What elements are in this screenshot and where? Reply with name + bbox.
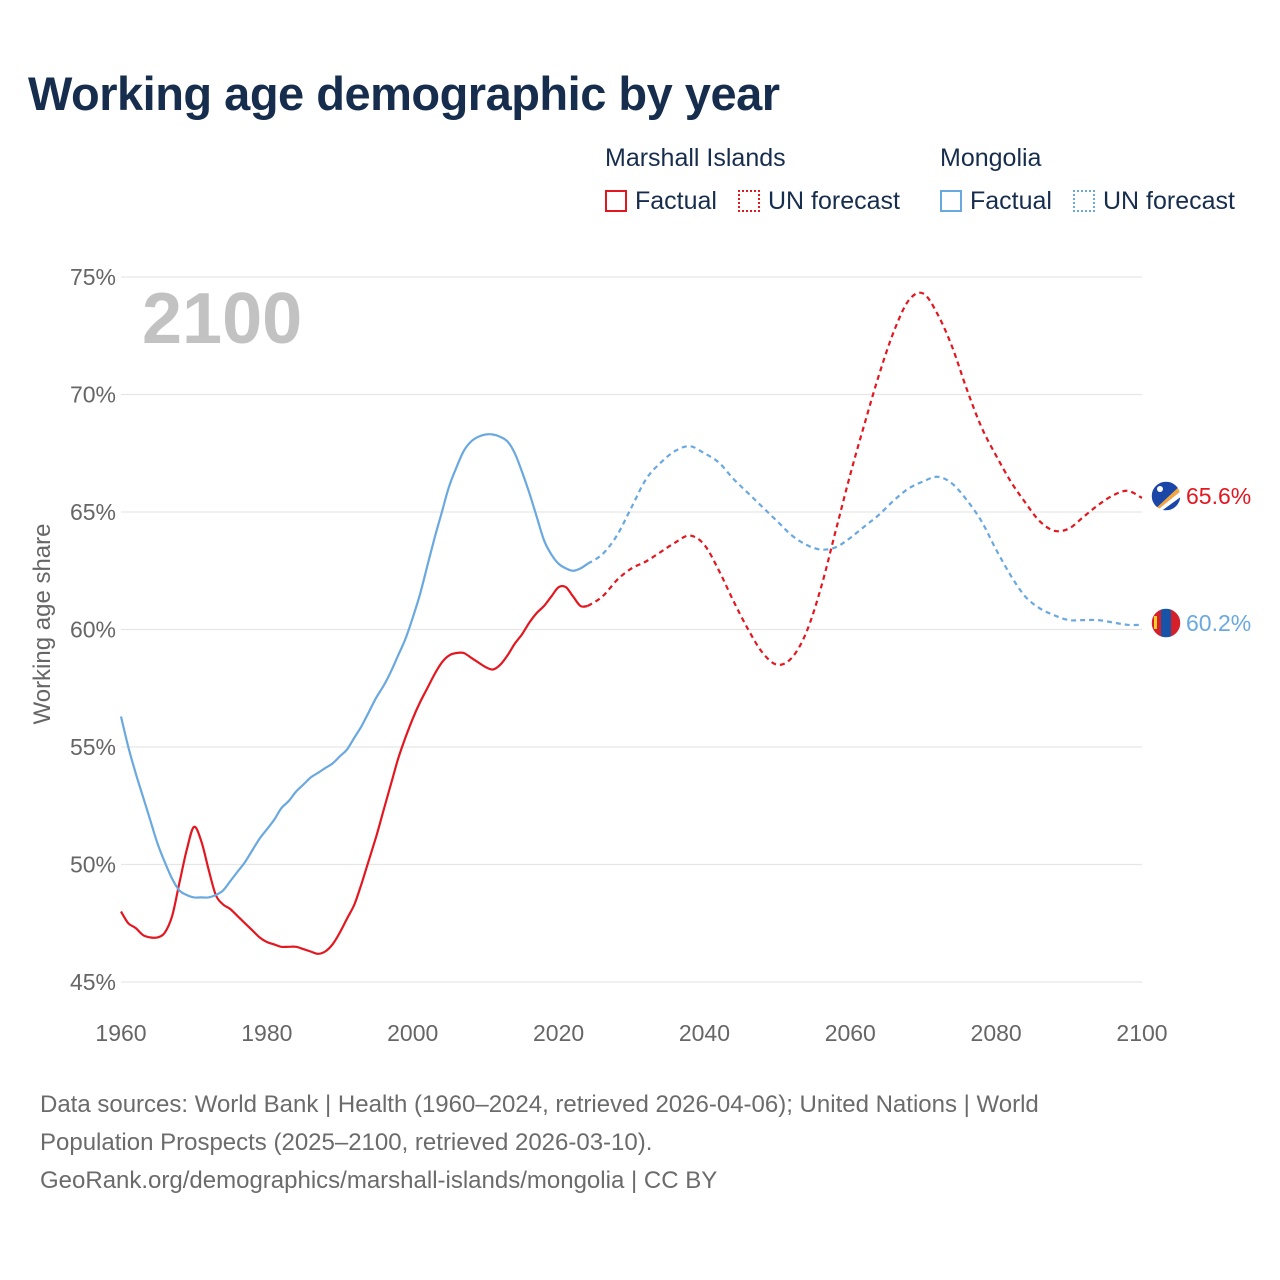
x-tick-label: 1960 <box>95 1020 146 1046</box>
y-axis-label: Working age share <box>29 524 56 725</box>
line-chart: 2100 45% 50% 55% 60% 65% 70% 75% 1960 1980 2000 2… <box>29 264 1251 1046</box>
mongolia-forecast-line <box>587 445 1143 627</box>
x-tick-label: 2040 <box>679 1020 730 1046</box>
mongolia-end-label: 60.2% <box>1186 610 1251 636</box>
y-tick-label: 75% <box>70 264 116 290</box>
legend-label: Factual <box>635 186 717 215</box>
legend-label: UN forecast <box>768 186 900 215</box>
x-axis-ticks: 1960 1980 2000 2020 2040 2060 2080 2100 <box>95 1020 1167 1046</box>
marshall-islands-flag-icon <box>1150 480 1182 512</box>
series-lines <box>119 291 1143 955</box>
x-tick-label: 2060 <box>825 1020 876 1046</box>
footer-link[interactable]: GeoRank.org/demographics/marshall-island… <box>40 1167 718 1194</box>
x-tick-label: 2020 <box>533 1020 584 1046</box>
footer-line: Data sources: World Bank | Health (1960–… <box>40 1091 1039 1118</box>
legend-item-marshall-islands-forecast[interactable]: UN forecast <box>738 186 900 216</box>
y-tick-label: 60% <box>70 617 116 643</box>
y-tick-label: 65% <box>70 499 116 525</box>
legend-swatch-dotted-blue <box>1073 190 1095 212</box>
legend-item-mongolia-forecast[interactable]: UN forecast <box>1073 186 1235 216</box>
marshall-islands-forecast-line <box>587 291 1143 667</box>
year-watermark: 2100 <box>142 279 302 359</box>
legend-swatch-solid-blue <box>940 190 962 212</box>
legend-swatch-dotted-red <box>738 190 760 212</box>
chart-title: Working age demographic by year <box>28 67 780 120</box>
legend-label: UN forecast <box>1103 186 1235 215</box>
y-tick-label: 55% <box>70 734 116 760</box>
gridlines <box>121 276 1142 983</box>
marshall-islands-factual-line <box>120 584 588 955</box>
footer-line: Population Prospects (2025–2100, retriev… <box>40 1129 653 1156</box>
y-tick-label: 70% <box>70 382 116 408</box>
x-tick-label: 2100 <box>1116 1020 1167 1046</box>
x-tick-label: 1980 <box>241 1020 292 1046</box>
y-axis-ticks: 45% 50% 55% 60% 65% 70% 75% <box>70 264 116 995</box>
mongolia-factual-line <box>119 433 589 899</box>
marshall-islands-end-label: 65.6% <box>1186 483 1251 509</box>
legend-item-marshall-islands-factual[interactable]: Factual <box>605 186 717 216</box>
legend-group-marshall-islands: Marshall Islands <box>605 144 786 172</box>
y-tick-label: 45% <box>70 969 116 995</box>
y-tick-label: 50% <box>70 852 116 878</box>
x-tick-label: 2080 <box>971 1020 1022 1046</box>
footer-sources: Data sources: World Bank | Health (1960–… <box>40 1086 1240 1200</box>
legend-item-mongolia-factual[interactable]: Factual <box>940 186 1052 216</box>
legend-group-mongolia: Mongolia <box>940 144 1042 172</box>
legend-label: Factual <box>970 186 1052 215</box>
x-tick-label: 2000 <box>387 1020 438 1046</box>
legend-swatch-solid-red <box>605 190 627 212</box>
mongolia-flag-icon <box>1150 607 1182 639</box>
